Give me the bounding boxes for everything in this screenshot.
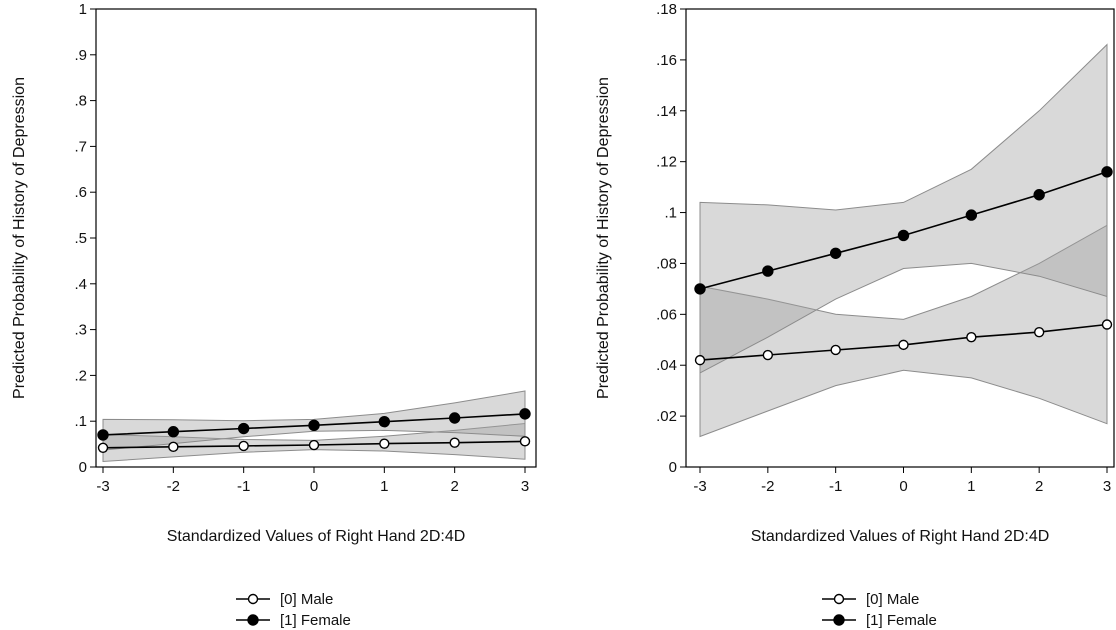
x-tick-label: 2	[450, 478, 458, 495]
y-tick-label: .5	[74, 230, 87, 247]
x-tick-label: 3	[521, 478, 529, 495]
y-tick-label: 1	[79, 1, 87, 18]
y-tick-label: 0	[669, 459, 677, 476]
data-point-male	[238, 440, 249, 452]
x-axis-title: Standardized Values of Right Hand 2D:4D	[751, 528, 1050, 545]
data-point-female	[1101, 166, 1113, 178]
data-point-male	[379, 438, 390, 449]
data-point-male	[762, 349, 774, 361]
legend-label-female: [1] Female	[866, 612, 937, 629]
x-axis-title: Standardized Values of Right Hand 2D:4D	[167, 528, 466, 545]
y-tick-label: .06	[656, 306, 677, 323]
y-tick-label: .1	[664, 205, 677, 222]
x-tick-label: -1	[829, 478, 842, 495]
data-point-female	[1033, 189, 1045, 201]
legend-marker-male	[247, 593, 259, 605]
x-tick-label: -2	[761, 478, 774, 495]
data-point-male	[830, 344, 841, 356]
x-tick-label: -3	[693, 478, 706, 495]
data-point-female	[308, 419, 320, 432]
y-tick-label: .3	[74, 322, 87, 339]
data-point-female	[965, 209, 978, 221]
x-tick-label: -1	[237, 478, 250, 495]
legend-label-male: [0] Male	[280, 591, 333, 608]
data-point-male	[97, 442, 109, 453]
ci-band-male	[699, 224, 1108, 438]
data-point-female	[448, 412, 461, 424]
data-point-male	[694, 354, 706, 366]
y-tick-label: .9	[74, 47, 87, 64]
data-point-male	[449, 437, 460, 448]
y-tick-label: .16	[656, 52, 677, 69]
data-point-male	[1101, 319, 1113, 330]
x-tick-label: -2	[167, 478, 180, 495]
left-chart-panel: 0 .1 .2 .3 .4 .5 .6 .7 .8 .9 1 -3 -2 -1 0 1 2 3 Standardiz…	[11, 1, 537, 629]
data-point-female	[378, 415, 391, 428]
y-tick-label: .1	[74, 413, 87, 430]
y-tick-label: 0	[79, 459, 87, 476]
data-point-female	[167, 426, 180, 438]
x-tick-label: 1	[967, 478, 975, 495]
y-axis-title: Predicted Probability of History of Depr…	[11, 77, 28, 399]
y-tick-label: .4	[74, 276, 87, 293]
y-tick-label: .7	[74, 138, 87, 155]
x-tick-label: 0	[899, 478, 907, 495]
data-point-male	[966, 332, 977, 343]
data-point-female	[97, 429, 109, 441]
x-tick-label: 0	[310, 478, 318, 495]
y-tick-label: .8	[74, 93, 87, 110]
y-tick-label: .6	[74, 184, 87, 201]
ci-band-female	[699, 43, 1108, 374]
plot-frame	[685, 8, 1115, 468]
legend-label-female: [1] Female	[280, 612, 351, 629]
y-tick-label: .18	[656, 1, 677, 18]
data-point-male	[168, 441, 179, 453]
y-tick-label: .04	[656, 357, 677, 374]
x-tick-label: 3	[1103, 478, 1111, 495]
data-point-female	[829, 247, 842, 259]
y-tick-label: .02	[656, 408, 677, 425]
data-point-female	[694, 283, 706, 295]
data-point-male	[898, 339, 909, 351]
y-tick-label: .2	[74, 367, 87, 384]
y-tick-label: .14	[656, 103, 677, 120]
data-point-female	[897, 229, 910, 242]
y-tick-label: .12	[656, 154, 677, 171]
data-point-female	[237, 422, 250, 435]
x-tick-label: 1	[380, 478, 388, 495]
x-tick-label: -3	[96, 478, 109, 495]
plot-frame	[95, 8, 537, 468]
right-chart-panel: 0 .02 .04 .06 .08 .1 .12 .14 .16 .18 -3 -2 -1 0 1 2 3 Sta…	[595, 1, 1115, 629]
y-tick-label: .08	[656, 255, 677, 272]
legend-label-male: [0] Male	[866, 591, 919, 608]
legend-marker-male	[833, 593, 845, 605]
data-point-male	[1033, 326, 1045, 338]
data-point-male	[519, 436, 531, 447]
legend-marker-female	[247, 614, 259, 626]
data-point-male	[308, 439, 320, 451]
data-point-female	[519, 408, 531, 420]
data-point-female	[762, 265, 774, 277]
x-tick-label: 2	[1035, 478, 1043, 495]
y-axis-title: Predicted Probability of History of Depr…	[595, 77, 612, 399]
legend-marker-female	[833, 614, 845, 626]
